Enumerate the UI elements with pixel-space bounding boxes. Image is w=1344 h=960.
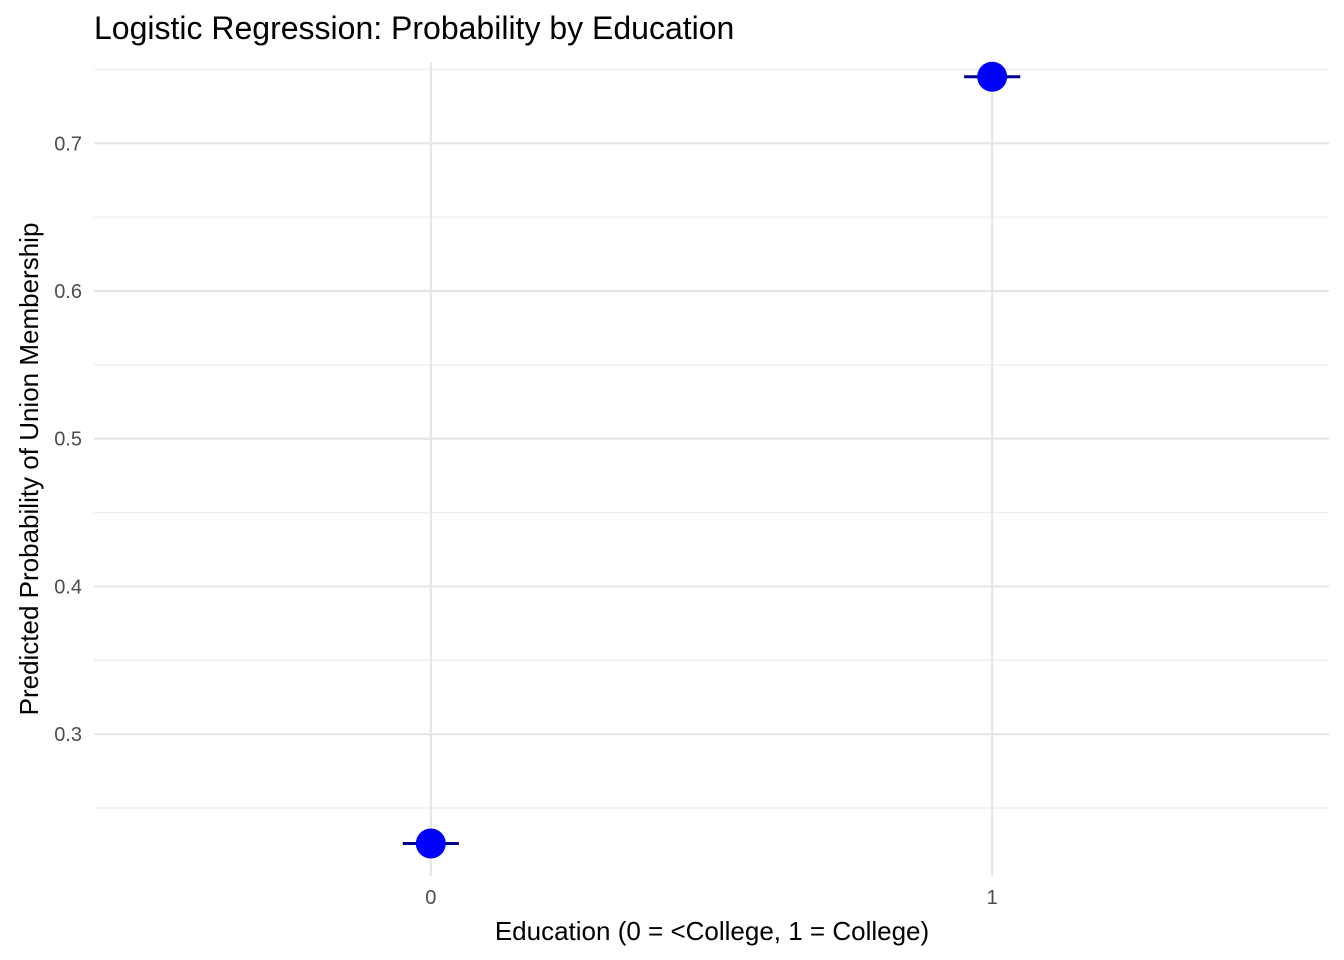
x-axis-title: Education (0 = <College, 1 = College) (495, 916, 929, 946)
x-tick-label: 0 (425, 887, 436, 909)
y-tick-label: 0.3 (54, 724, 82, 746)
y-tick-label: 0.7 (54, 133, 82, 155)
grid (94, 62, 1329, 876)
y-axis-title: Predicted Probability of Union Membershi… (14, 223, 44, 716)
tick-labels: 0.3 0.4 0.5 0.6 0.7 0 1 (54, 133, 998, 909)
data-point (977, 61, 1008, 92)
data-series (402, 61, 1021, 859)
x-tick-label: 1 (987, 887, 998, 909)
y-tick-label: 0.6 (54, 281, 82, 303)
y-tick-label: 0.4 (54, 576, 82, 598)
chart-title: Logistic Regression: Probability by Educ… (94, 10, 734, 46)
y-tick-label: 0.5 (54, 429, 82, 451)
data-point (415, 828, 446, 859)
